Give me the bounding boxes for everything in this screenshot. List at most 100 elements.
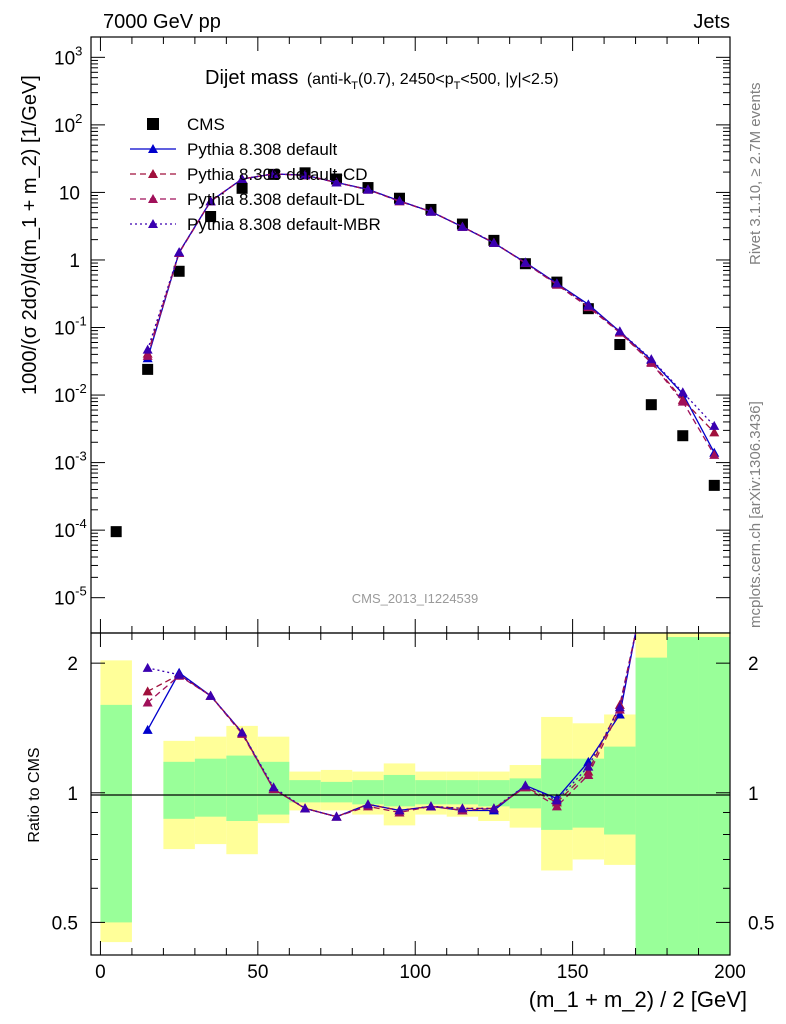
series-marker [237, 174, 248, 184]
inner-uncertainty-band [194, 758, 227, 817]
title-sub-suffix: <500, |y|<2.5) [460, 71, 558, 88]
inner-uncertainty-band [667, 637, 699, 955]
series-marker [142, 350, 153, 360]
title-k-subscript: T [351, 80, 358, 92]
ratio-series-marker [205, 690, 216, 700]
legend: CMS Pythia 8.308 default Pythia 8.308 defa… [130, 115, 381, 234]
legend-entry-label: Pythia 8.308 default-DL [187, 190, 365, 209]
rivet-version-label: Rivet 3.1.10, ≥ 2.7M events [747, 83, 764, 266]
ratio-series-marker [551, 801, 562, 811]
inner-uncertainty-band [289, 780, 321, 803]
main-y-tick-label: 103 [54, 43, 82, 69]
x-tick-label: 0 [95, 962, 106, 983]
main-plot-series [110, 167, 720, 538]
series-marker [488, 237, 499, 247]
series-marker [551, 278, 562, 288]
ratio-series-marker [142, 662, 153, 672]
ratio-y-tick-label: 2 [67, 654, 78, 675]
series-marker [300, 170, 311, 180]
inner-uncertainty-band [100, 704, 132, 923]
ratio-series-marker [268, 782, 279, 792]
plot-title: Dijet mass (anti-kT(0.7), 2450<pT<500, |… [205, 67, 559, 92]
ratio-series-marker [583, 761, 594, 771]
ratio-series-marker [488, 803, 499, 813]
x-tick-label: 150 [557, 962, 589, 983]
ratio-series-marker [237, 727, 248, 737]
legend-marker [148, 194, 158, 203]
main-y-tick-label: 10-1 [54, 314, 87, 340]
title-pt-subscript: T [454, 80, 461, 92]
series-marker [646, 354, 657, 364]
ratio-series-marker [583, 756, 594, 766]
series-marker [363, 184, 374, 194]
main-y-tick-label: 102 [54, 111, 82, 137]
ratio-series-marker [425, 801, 436, 811]
ratio-y-tick-label-right: 1 [748, 784, 759, 805]
mcplots-label: mcplots.cern.ch [arXiv:1306.3436] [747, 401, 764, 628]
ratio-series-marker [520, 780, 531, 790]
cms-data-point [708, 479, 720, 491]
inner-uncertainty-band [226, 755, 258, 821]
legend-entry-label: Pythia 8.308 default-MBR [187, 215, 381, 234]
series-marker [457, 221, 468, 231]
ratio-series-marker [300, 803, 311, 813]
ratio-series-line [147, 632, 637, 818]
ratio-series-line [147, 632, 637, 818]
ratio-series-marker [551, 795, 562, 805]
series-marker [677, 396, 688, 406]
x-tick-label: 200 [714, 962, 746, 983]
ratio-series-marker [174, 669, 185, 679]
series-marker [142, 344, 153, 354]
ratio-plot-series [142, 632, 637, 821]
main-axis-ticks [91, 37, 731, 633]
cms-data-point [236, 182, 248, 194]
ratio-series-marker [142, 724, 153, 734]
ratio-series-marker [142, 697, 153, 707]
main-y-tick-label: 10-5 [54, 584, 87, 610]
cms-data-point [677, 430, 689, 442]
inner-uncertainty-band [415, 780, 447, 805]
title-sub-prefix: (anti-k [307, 71, 352, 88]
series-marker [583, 300, 594, 310]
ratio-y-tick-label-right: 2 [748, 654, 759, 675]
ratio-series-marker [457, 803, 468, 813]
ratio-series-marker [331, 811, 342, 821]
main-y-tick-label: 10-3 [54, 449, 87, 475]
ratio-series-marker [583, 769, 594, 779]
ratio-y-tick-label-right: 0.5 [748, 913, 774, 934]
main-y-tick-label: 1 [69, 251, 80, 272]
inner-uncertainty-band [698, 637, 730, 955]
ratio-y-axis-title: Ratio to CMS [26, 747, 43, 842]
series-marker [614, 326, 625, 336]
ratio-plot-frame [90, 632, 731, 956]
legend-cms-marker [147, 118, 159, 130]
ratio-y-tick-label: 0.5 [52, 913, 78, 934]
ratio-uncertainty-bands [100, 633, 730, 955]
series-marker [268, 168, 279, 178]
x-tick-label: 100 [399, 962, 431, 983]
series-marker [205, 196, 216, 206]
series-marker [174, 247, 185, 257]
main-y-axis-title: 1000/(σ 2dσ)/d(m_1 + m_2) [1/GeV] [19, 75, 41, 395]
cms-data-point [614, 339, 626, 351]
series-marker [520, 257, 531, 267]
series-marker [394, 195, 405, 205]
legend-marker [148, 219, 158, 228]
cms-data-point [173, 265, 185, 277]
analysis-watermark: CMS_2013_I1224539 [352, 591, 479, 606]
ratio-axis-ticks [91, 633, 731, 955]
series-marker [677, 387, 688, 397]
ratio-y-tick-label: 1 [67, 784, 78, 805]
main-y-tick-label: 10-4 [54, 516, 87, 542]
ratio-tick-labels: 0.5 0.5 1 1 2 2 0 50 100 150 200 [52, 654, 775, 983]
legend-marker [148, 169, 158, 178]
energy-label: 7000 GeV pp [103, 11, 221, 33]
inner-uncertainty-band [446, 780, 479, 805]
series-marker [331, 177, 342, 187]
cms-data-point [110, 526, 122, 538]
ratio-series-marker [614, 709, 625, 719]
ratio-series-marker [614, 702, 625, 712]
inner-uncertainty-band [635, 657, 668, 955]
inner-uncertainty-band [320, 781, 353, 803]
